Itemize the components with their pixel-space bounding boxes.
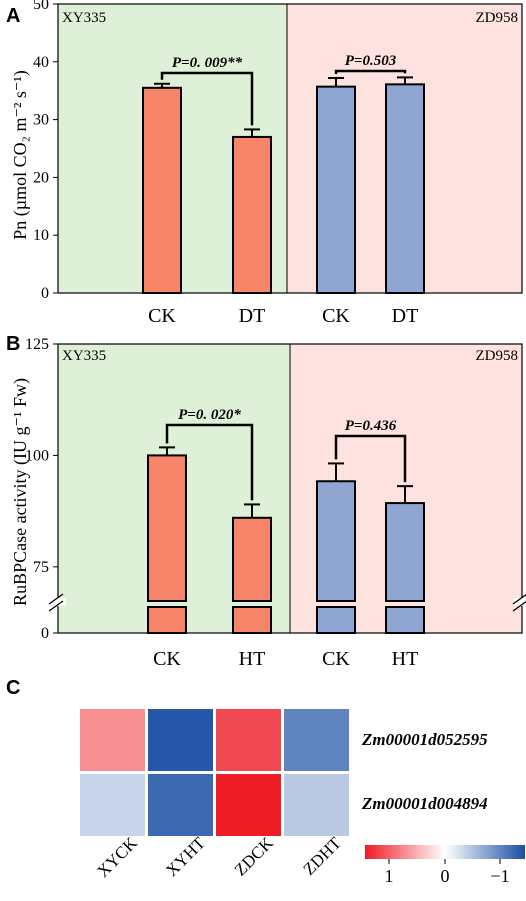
panel-c-letter: C	[6, 677, 20, 699]
panel-b-pvalue-zd958: P=0.436	[345, 418, 397, 434]
panel-a-group-label-xy335: XY335	[62, 10, 106, 26]
axis-break-gap	[514, 598, 526, 606]
panel-a-y-tick-label: 20	[33, 169, 49, 186]
panel-a-letter: A	[6, 5, 20, 27]
heatmap-cell	[80, 709, 145, 771]
panel-b-bar	[316, 480, 356, 602]
panel-b-letter: B	[6, 333, 20, 355]
panel-b-category-label: CK	[153, 648, 181, 670]
colorbar-tick-label: 1	[385, 866, 394, 886]
heatmap-column-label: XYCK	[93, 833, 141, 881]
panel-b-pvalue-xy335: P=0. 020*	[178, 407, 241, 423]
heatmap-column-label: ZDCK	[231, 833, 278, 880]
axis-break-mark	[48, 600, 64, 612]
panel-a-category-label: DT	[392, 305, 419, 327]
panel-a-y-axis-label: Pn (µmol CO₂ m⁻² s⁻¹)	[10, 70, 31, 239]
panel-b-y-axis-label: RuBPCase activity (IU g⁻¹ Fw)	[10, 378, 31, 606]
panel-b-y-tick-label: 100	[25, 447, 49, 464]
panel-a-bar	[316, 85, 356, 294]
panel-a-category-label: CK	[322, 305, 350, 327]
panel-b-category-label: CK	[322, 648, 350, 670]
panel-a-category-label: CK	[148, 305, 176, 327]
heatmap-row-label: Zm00001d004894	[361, 794, 488, 813]
panel-a-bar	[142, 86, 182, 294]
heatmap-colorbar	[365, 845, 525, 859]
heatmap-cell	[284, 774, 349, 836]
panel-b-category-label: HT	[392, 648, 419, 670]
panel-a-significance-bracket	[334, 69, 407, 74]
panel-b-group-label-zd958: ZD958	[476, 348, 519, 364]
panel-a-y-tick-label: 50	[33, 0, 49, 13]
colorbar-tick-label: 0	[441, 866, 450, 886]
panel-b-y-tick-label: 75	[33, 559, 49, 576]
panel-b-bar	[147, 454, 187, 602]
panel-a-bar	[385, 83, 425, 295]
panel-a-pvalue-xy335: P=0. 009**	[172, 55, 243, 71]
heatmap-column-label: XYHT	[162, 833, 209, 880]
axis-break-mark	[512, 600, 526, 612]
panel-b-y-tick-label: 0	[41, 625, 49, 642]
panel-a-group-label-zd958: ZD958	[476, 10, 519, 26]
axis-break-gap	[50, 598, 66, 606]
panel-a-bar	[232, 135, 272, 294]
panel-b-y-tick-label: 125	[25, 336, 49, 353]
heatmap-row-label: Zm00001d052595	[361, 730, 488, 749]
axis-break-mark	[512, 593, 526, 605]
panel-a-y-tick-label: 40	[33, 54, 49, 71]
panel-a-significance-bracket	[160, 71, 254, 126]
heatmap-cell	[80, 774, 145, 836]
panel-a-chart: XY335 ZD958 P=0. 009** P=0.503 0 10 20 30 40…	[10, 0, 523, 327]
panel-b-category-label: HT	[239, 648, 266, 670]
axis-break-mark	[48, 593, 64, 605]
panel-b-bar	[147, 606, 187, 634]
panel-c-heatmap: Zm00001d052595 Zm00001d004894 XYCK XYHT …	[80, 709, 525, 886]
panel-a-y-tick-label: 0	[41, 285, 49, 302]
panel-b-chart: XY335 ZD958 P=0. 020* P=0.436 075100125 …	[10, 336, 526, 670]
heatmap-cell	[148, 709, 213, 771]
heatmap-cell	[148, 774, 213, 836]
panel-a-plot-frame	[57, 3, 523, 294]
heatmap-column-label: ZDHT	[299, 833, 345, 879]
colorbar-tick-label: −1	[490, 866, 509, 886]
panel-b-bar	[316, 606, 356, 634]
panel-a-pvalue-zd958: P=0.503	[345, 53, 397, 69]
panel-b-bar	[385, 502, 425, 602]
heatmap-cell	[216, 774, 281, 836]
panel-b-significance-bracket	[165, 423, 254, 501]
panel-b-bar	[232, 606, 272, 634]
panel-b-bar	[232, 516, 272, 603]
panel-b-bar	[385, 606, 425, 634]
panel-a-y-tick-label: 10	[33, 227, 49, 244]
panel-a-y-tick-label: 30	[33, 112, 49, 129]
panel-b-significance-bracket	[334, 434, 407, 483]
heatmap-cell	[216, 709, 281, 771]
panel-b-group-label-xy335: XY335	[62, 348, 106, 364]
heatmap-cell	[284, 709, 349, 771]
panel-a-category-label: DT	[239, 305, 266, 327]
panel-b-plot-frame	[57, 343, 523, 634]
